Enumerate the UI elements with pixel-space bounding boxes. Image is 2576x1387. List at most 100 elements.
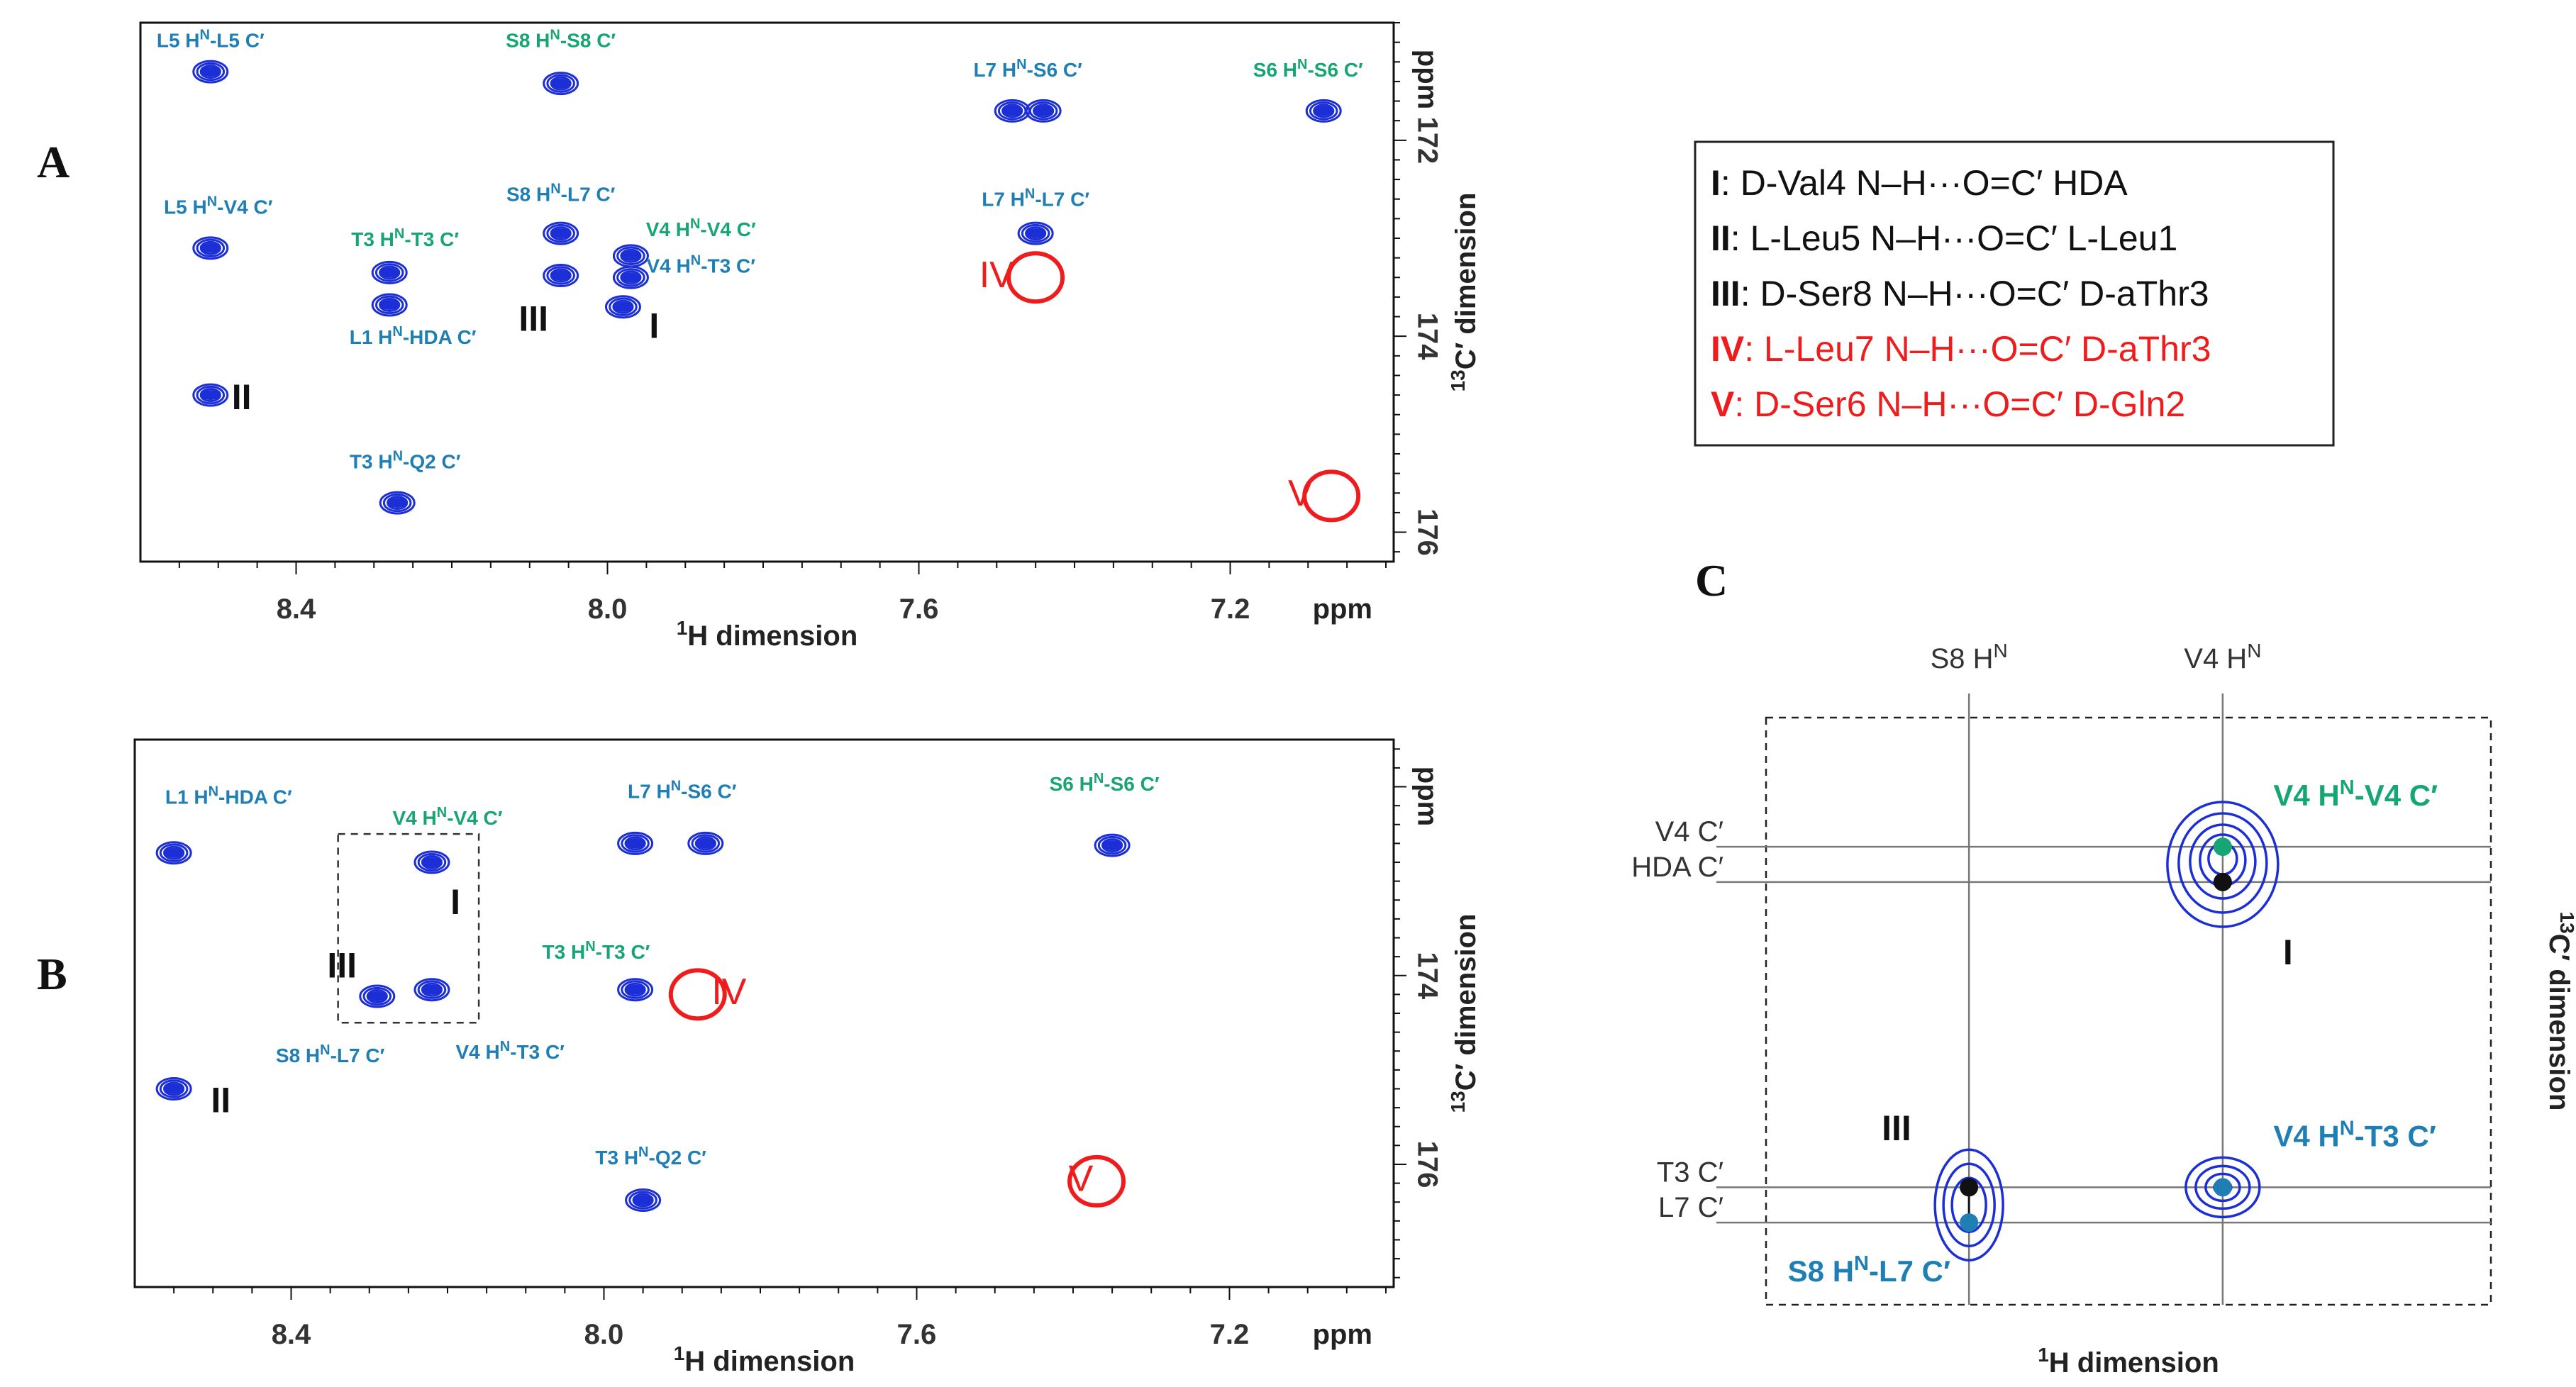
peak-label-text: L1 H [165, 786, 209, 808]
peak-contour-ring [617, 978, 654, 1002]
legend-text: : L-Leu7 N–H···O=C′ D-aThr3 [1744, 329, 2211, 369]
peak-contour-ring [1025, 226, 1047, 241]
panel-label-a: A [37, 137, 70, 187]
peak-label: T3 HN-Q2 C′ [350, 449, 461, 473]
peak-label-text: L7 H [628, 781, 671, 803]
legend-item-v: V: D-Ser6 N–H···O=C′ D-Gln2 [1711, 384, 2185, 424]
y-axis-title-sup: 13 [1447, 1091, 1469, 1113]
panel-a-spectrum: 8.4 8.0 7.6 7.2 ppm 1H dimension 172 174 176 ppm 1… [139, 21, 1482, 652]
peak [543, 72, 579, 96]
peak-label-rest: -T3 C′ [510, 1041, 565, 1063]
peak-core [422, 857, 441, 868]
peak-label-rest: -L5 C′ [210, 30, 265, 52]
peak-label-sup: N [638, 1144, 648, 1160]
peak-label-text: V4 H [455, 1041, 499, 1063]
peak [359, 984, 396, 1008]
legend-item-i: I: D-Val4 N–H···O=C′ HDA [1711, 163, 2128, 203]
x-guide-label: V4 HN [2184, 640, 2261, 675]
peak-core [696, 838, 715, 849]
hbond-marker: IV [711, 971, 746, 1013]
zoom-region-box [337, 832, 480, 1024]
peak-label-sup: N [1297, 57, 1307, 72]
contour-ring-a [2166, 801, 2280, 928]
x-tick-label: 7.6 [899, 594, 939, 625]
peak-contour-ring [1305, 99, 1342, 123]
peak-label: L7 HN-S6 C′ [973, 57, 1082, 81]
peak-label-text: S6 H [1050, 773, 1094, 795]
y-tick-label: 176 [1411, 1141, 1443, 1188]
peak-contour-ring [620, 248, 642, 263]
schematic-peak-label-text: V4 H [2273, 779, 2339, 812]
peak-contour-ring [620, 270, 642, 285]
peak-core [201, 390, 220, 401]
peak-contour-ring [616, 268, 645, 287]
y-axis-title-sup: 13 [2557, 912, 2576, 934]
missing-peak-circle [1067, 1154, 1126, 1208]
peak-contour-ring [196, 385, 226, 405]
peak-core [1034, 106, 1053, 116]
peak-label-sup: N [209, 784, 218, 800]
y-guide-label: V4 C′ [1655, 816, 1723, 847]
peak-dot [1960, 1213, 1979, 1232]
y-axis-title-sup: 13 [1447, 369, 1469, 391]
legend-frame [1694, 140, 2335, 447]
peak-label-rest: -HDA C′ [218, 786, 292, 808]
peak-contour-ring [612, 265, 649, 289]
peak-contour-ring [621, 980, 650, 999]
x-guide-label-sup: N [2247, 640, 2261, 662]
peak-label-sup: N [200, 28, 210, 43]
peak-contour-ring [550, 76, 572, 91]
x-tick-label: 8.0 [584, 1319, 624, 1350]
peak-contour-ring [163, 1081, 185, 1096]
missing-peak-circle [1302, 469, 1361, 523]
x-guide-label-text: S8 H [1931, 643, 1994, 674]
peak-label: S6 HN-S6 C′ [1050, 771, 1160, 795]
peak-label-sup: N [550, 28, 560, 43]
peak-contour-ring [159, 1079, 189, 1098]
schematic-peak-label-text: V4 H [2273, 1119, 2339, 1152]
peak [543, 264, 579, 288]
peak-core [380, 267, 399, 278]
peak-core [551, 228, 570, 239]
x-axis-title: 1H dimension [2038, 1344, 2219, 1379]
hbond-marker: III [518, 299, 548, 339]
hbond-marker: V [1069, 1159, 1094, 1200]
peak [1025, 99, 1062, 123]
peak-label-rest: -S6 C′ [1104, 773, 1160, 795]
peak [155, 841, 192, 865]
peak [192, 60, 229, 84]
peak-contour-ring [192, 60, 229, 84]
peak-label-text: L5 H [157, 30, 200, 52]
peak-contour-ring [543, 221, 579, 245]
peak-label: T3 HN-T3 C′ [543, 939, 650, 963]
peak-contour-ring [625, 1188, 662, 1213]
peak [371, 293, 408, 317]
peak-label-text: S8 H [276, 1045, 320, 1066]
peak-contour-ring [199, 240, 221, 255]
y-axis-title: 13C′ dimension [1447, 193, 1482, 392]
peak-contour-ring [1033, 104, 1055, 118]
peak-label-sup: N [394, 226, 404, 242]
y-tick-label: 172 [1411, 116, 1443, 164]
peak-contour-ring [413, 978, 450, 1002]
peak-label-text: T3 H [350, 451, 393, 473]
peak [604, 295, 641, 319]
peak [413, 978, 450, 1002]
peak [617, 831, 654, 855]
peak-contour-ring [421, 855, 443, 870]
legend-text: : D-Ser6 N–H···O=C′ D-Gln2 [1734, 384, 2185, 424]
peak-contour-ring [196, 238, 226, 258]
peak-label: L1 HN-HDA C′ [165, 784, 292, 808]
panel-label-c: C [1695, 555, 1728, 606]
peak-core [1103, 840, 1122, 851]
peak-label-text: T3 H [543, 941, 586, 963]
peak-label: V4 HN-T3 C′ [455, 1039, 565, 1063]
peak-contour-ring [691, 834, 721, 853]
missing-peak-circle [1006, 251, 1065, 304]
hbond-marker: III [327, 945, 357, 985]
peak-label: S8 HN-L7 C′ [506, 181, 616, 205]
legend-numeral: IV [1711, 329, 1745, 369]
peak [1094, 833, 1131, 857]
peak-contour-ring [379, 265, 401, 280]
